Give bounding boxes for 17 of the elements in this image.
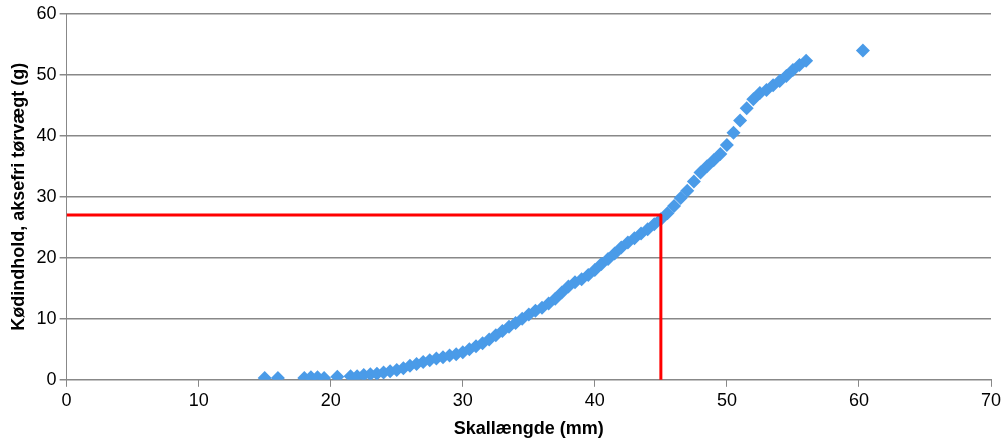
y-tick-label: 30 [36, 185, 57, 206]
x-tick-label: 0 [61, 389, 72, 410]
y-axis-title: Kødindhold, aksefri tørvægt (g) [7, 62, 28, 331]
y-tick-label: 20 [36, 246, 57, 267]
x-tick-label: 40 [584, 389, 605, 410]
y-tick-label: 10 [36, 307, 57, 328]
x-axis-title: Skallængde (mm) [453, 418, 604, 439]
y-tick-label: 40 [36, 124, 57, 145]
x-tick-label: 60 [848, 389, 869, 410]
y-tick-label: 50 [36, 63, 57, 84]
y-tick-label: 0 [46, 368, 57, 389]
x-tick-label: 50 [716, 389, 737, 410]
x-tick-label: 30 [452, 389, 473, 410]
y-tick-label: 60 [36, 2, 57, 23]
x-tick-label: 70 [980, 389, 1002, 410]
x-tick-label: 10 [188, 389, 209, 410]
x-tick-label: 20 [320, 389, 341, 410]
